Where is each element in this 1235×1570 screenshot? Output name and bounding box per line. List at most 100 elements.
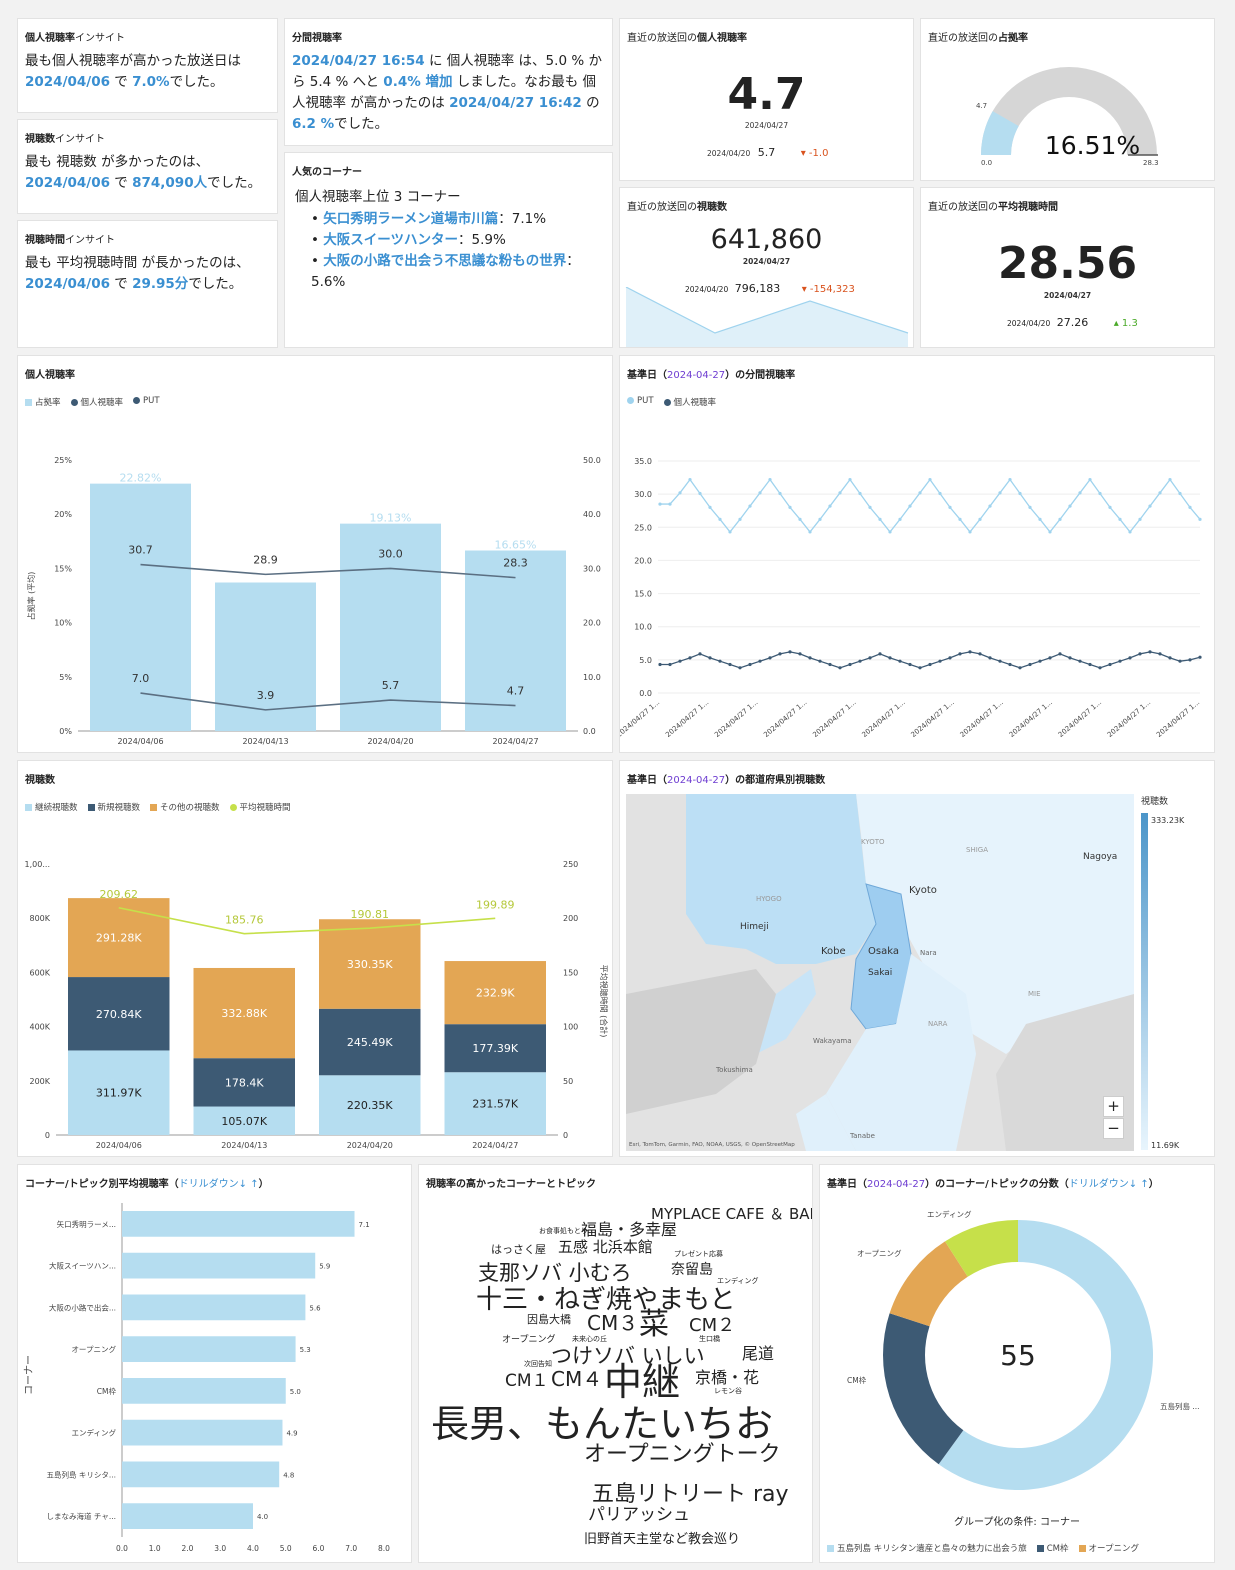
point <box>878 652 882 656</box>
word-cloud-word[interactable]: 尾道 <box>742 1344 775 1363</box>
word-cloud-word[interactable]: 因島大橋 <box>527 1313 571 1326</box>
views-chart[interactable]: 1,00... 250 800K 200 600K 150 400K 100 200K 50 0 0 平… <box>18 761 613 1157</box>
word-cloud-word[interactable]: はっさく屋 <box>491 1243 546 1256</box>
word-cloud-word[interactable]: MYPLACE CAFE ＆ BAR <box>651 1205 813 1223</box>
line-label: 28.3 <box>503 557 528 570</box>
slice-label: 五島列島 ... <box>1160 1401 1200 1411</box>
bar-share <box>215 582 316 731</box>
word-cloud-word[interactable]: レモン谷 <box>714 1387 742 1395</box>
corner-bar-chart[interactable]: コーナー 0.0 1.0 2.0 3.0 4.0 5.0 6.0 7.0 8.0 矢口秀明ラーメ..… <box>18 1165 412 1563</box>
point <box>1118 517 1122 521</box>
segment-label: 245.49K <box>347 1036 393 1049</box>
point <box>858 491 862 496</box>
y2-tick-label: 50 <box>563 1077 573 1086</box>
word-cloud-word[interactable]: パリアッシュ <box>588 1505 690 1525</box>
kpi-rate-prev-value: 5.7 <box>757 146 776 159</box>
bar-label: 7.1 <box>359 1221 370 1229</box>
hbar <box>122 1419 283 1446</box>
word-cloud-word[interactable]: CM４ <box>551 1367 603 1391</box>
minute-chart[interactable]: 35.030.025.020.015.010.05.00.02024/04/27… <box>620 356 1215 753</box>
map-label-hyogo: HYOGO <box>756 895 782 903</box>
segment-label: 231.57K <box>472 1098 518 1111</box>
popular-corner-heading: 個人視聴率上位 3 コーナー <box>295 189 461 205</box>
point <box>1188 505 1192 509</box>
minute-chart-card: 基準日（2024-04-27）の分間視聴率 PUT 個人視聴率 35.0 30.0… <box>619 355 1215 753</box>
word-cloud-word[interactable]: 長男、もんたいちお <box>431 1402 774 1446</box>
prefecture-map[interactable]: Kobe Osaka Kyoto Himeji Nagoya Sakai Nar… <box>626 794 1134 1151</box>
popular-item[interactable]: • 大阪の小路で出会う不思議な粉もの世界：5.6% <box>311 253 580 290</box>
point <box>958 517 962 521</box>
point <box>978 517 982 521</box>
kpi-time-prev-value: 27.26 <box>1056 316 1089 329</box>
minute-chart-legend: PUT 個人視聴率 <box>627 396 716 408</box>
point <box>758 491 762 495</box>
word-cloud-word[interactable]: 菜 <box>639 1307 669 1342</box>
point <box>678 491 682 495</box>
x-tick-label: 2024/04/06 <box>117 737 163 746</box>
point <box>778 491 782 496</box>
word-cloud-word[interactable]: つけソバ いしい <box>551 1344 705 1368</box>
popular-item[interactable]: • 大阪スイーツハンター：5.9% <box>311 232 506 248</box>
point <box>808 656 812 660</box>
x-tick-label: 2024/04/27 1... <box>860 698 906 739</box>
y2-tick-label: 30.0 <box>583 564 601 573</box>
word-cloud-word[interactable]: 五島リトリート ray <box>592 1482 789 1507</box>
word-cloud-word[interactable]: 支那ソバ 小むろ <box>478 1261 632 1285</box>
segment-label: 177.39K <box>472 1042 518 1055</box>
word-cloud-word[interactable]: 五感 北浜本館 <box>558 1238 653 1256</box>
word-cloud-word[interactable]: オープニングトーク <box>584 1442 781 1467</box>
region-shiga-kyoto <box>856 794 1134 1054</box>
word-cloud-word[interactable]: 生口橋 <box>699 1335 720 1343</box>
map-label-mie: MIE <box>1028 990 1041 998</box>
word-cloud-word[interactable]: 旧野首天主堂など教会巡り <box>584 1532 741 1547</box>
donut-drilldown-link[interactable]: ドリルダウン↓ ↑ <box>1068 1179 1149 1190</box>
word-cloud-word[interactable]: CM３ <box>587 1311 639 1335</box>
line-label: 5.7 <box>382 679 400 692</box>
drilldown-link[interactable]: ドリルダウン↓ ↑ <box>178 1179 259 1190</box>
x-tick-label: 2024/04/27 1... <box>620 698 661 739</box>
word-cloud-word[interactable]: 福島・多幸屋 <box>581 1220 678 1239</box>
point <box>1048 530 1052 534</box>
point <box>1148 650 1152 654</box>
zoom-in-button[interactable]: + <box>1103 1096 1124 1117</box>
point <box>1128 656 1132 660</box>
word-cloud[interactable]: MYPLACE CAFE ＆ BAR 福島・多幸屋 お食事処もとりはっさく屋 五感 北… <box>419 1165 813 1562</box>
line-label: 190.81 <box>351 908 390 921</box>
word-cloud-word[interactable]: エンディング <box>717 1277 759 1285</box>
point <box>818 659 822 663</box>
insight-views-card: 視聴数インサイト 最も 視聴数 が多かったのは、 2024/04/06 で 874… <box>17 119 278 214</box>
point <box>768 656 772 660</box>
zoom-out-button[interactable]: − <box>1103 1118 1124 1139</box>
word-cloud-word[interactable]: オープニング <box>502 1335 556 1345</box>
region-awaji <box>756 969 816 1054</box>
y2-tick-label: 200 <box>563 914 578 923</box>
point <box>728 530 732 534</box>
insight-time-card: 視聴時間インサイト 最も 平均視聴時間 が長かったのは、 2024/04/06 で… <box>17 220 278 348</box>
point <box>1128 530 1132 534</box>
rate-chart[interactable]: 25% 50.0 20% 40.0 15% 30.0 10% 20.0 5% 10.0 0% 0.0 占… <box>18 356 613 753</box>
word-cloud-word[interactable]: 中継 <box>604 1360 681 1404</box>
point <box>1088 477 1092 482</box>
bar-segment <box>319 1008 421 1076</box>
word-cloud-word[interactable]: プレゼント応募 <box>674 1250 723 1258</box>
y-tick-label: 25% <box>54 456 72 465</box>
y-tick-label: 15.0 <box>634 590 652 599</box>
word-cloud-word[interactable]: 京橋・花 <box>695 1368 760 1387</box>
word-cloud-word[interactable]: 奈留島 <box>671 1262 713 1278</box>
point <box>998 491 1002 495</box>
word-cloud-word[interactable]: 次回告知 <box>524 1360 552 1368</box>
popular-item[interactable]: • 矢口秀明ラーメン道場市川篇：7.1% <box>311 211 547 227</box>
word-cloud-word[interactable]: CM１ <box>505 1371 549 1391</box>
map-label-nara-pref: NARA <box>928 1020 948 1028</box>
x-tick-label: 1.0 <box>149 1544 161 1553</box>
word-cloud-word[interactable]: 未来心の丘 <box>572 1335 607 1343</box>
y-tick-label: 20% <box>54 510 72 519</box>
word-cloud-word[interactable]: 十三・ねぎ焼やまもと <box>476 1285 736 1315</box>
y-tick-label: CM枠 <box>97 1386 117 1396</box>
word-cloud-word[interactable]: CM２ <box>689 1315 736 1336</box>
bar-share <box>340 523 441 731</box>
segment-label: 332.88K <box>221 1007 267 1020</box>
word-cloud-word[interactable]: お食事処もとり <box>539 1227 588 1235</box>
point <box>748 504 752 508</box>
